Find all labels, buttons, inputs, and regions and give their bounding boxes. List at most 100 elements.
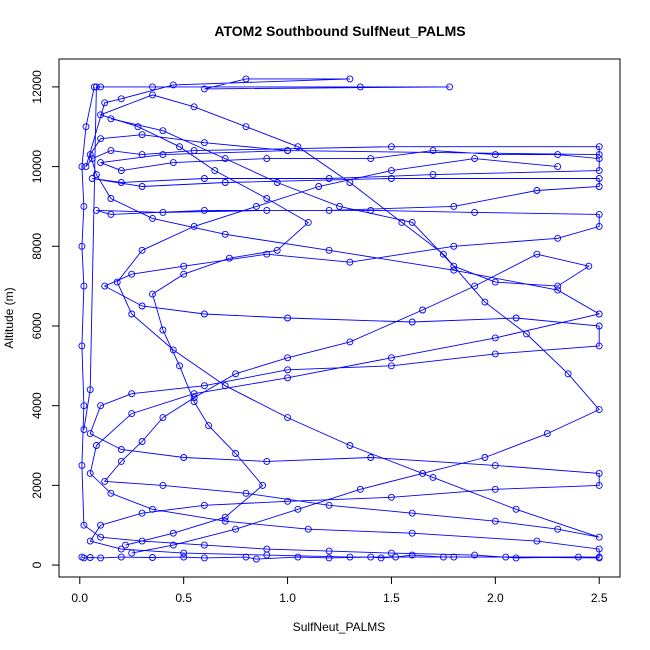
- data-point: [221, 155, 229, 163]
- data-point: [481, 454, 489, 461]
- data-point: [408, 551, 416, 559]
- data-point: [205, 422, 213, 430]
- data-point: [446, 83, 454, 91]
- data-point: [284, 497, 292, 505]
- data-point: [242, 123, 250, 131]
- y-tick-label: 12000: [30, 70, 44, 104]
- data-point: [419, 306, 427, 314]
- data-point: [107, 210, 115, 218]
- data-point: [408, 318, 416, 326]
- data-point: [117, 545, 125, 553]
- data-point: [86, 554, 94, 561]
- data-point: [595, 533, 603, 541]
- data-point: [80, 282, 88, 290]
- data-point: [450, 202, 458, 210]
- data-point: [284, 366, 292, 374]
- data-point: [80, 202, 88, 210]
- data-point: [107, 489, 115, 497]
- series-line: [103, 118, 600, 538]
- data-point: [134, 123, 142, 131]
- data-point: [128, 270, 136, 278]
- data-point: [595, 322, 603, 330]
- data-point: [252, 202, 260, 210]
- data-point: [180, 262, 188, 270]
- data-point: [491, 350, 499, 358]
- data-point: [211, 167, 219, 175]
- data-point: [138, 131, 146, 139]
- data-point: [101, 477, 109, 485]
- data-point: [149, 83, 156, 91]
- data-point: [377, 554, 385, 562]
- y-axis: 0 2000 4000 6000 8000 10000 12000: [30, 70, 59, 568]
- data-point: [138, 509, 146, 517]
- data-point: [200, 139, 208, 147]
- data-point: [346, 179, 354, 186]
- data-point: [122, 541, 129, 549]
- data-point: [117, 179, 125, 186]
- data-point: [491, 151, 499, 159]
- y-tick-label: 6000: [30, 312, 44, 339]
- data-point: [232, 450, 240, 457]
- series-line: [99, 94, 600, 554]
- data-point: [356, 83, 364, 91]
- data-point: [595, 554, 603, 562]
- data-point: [97, 111, 105, 119]
- data-point: [346, 258, 354, 266]
- data-point: [595, 151, 603, 159]
- data-point: [200, 501, 208, 509]
- data-point: [387, 549, 395, 557]
- data-point: [92, 206, 100, 214]
- data-point: [585, 262, 593, 270]
- data-point: [88, 175, 96, 182]
- series-line: [83, 78, 601, 558]
- data-point: [419, 469, 427, 477]
- data-point: [263, 457, 271, 465]
- data-point: [325, 547, 333, 555]
- data-point: [117, 553, 125, 561]
- data-point: [294, 553, 302, 561]
- data-point: [491, 278, 499, 286]
- data-point: [169, 81, 177, 89]
- data-point: [408, 218, 416, 226]
- data-point: [159, 208, 167, 216]
- data-point: [554, 525, 562, 533]
- data-point: [554, 151, 562, 159]
- data-point: [471, 551, 479, 559]
- data-point: [595, 545, 603, 553]
- data-point: [595, 481, 603, 489]
- data-point: [97, 533, 105, 541]
- data-point: [242, 75, 250, 83]
- data-point: [78, 461, 86, 469]
- data-point: [128, 390, 136, 398]
- data-point: [221, 230, 229, 238]
- y-tick-label: 10000: [30, 150, 44, 184]
- data-point: [471, 155, 479, 163]
- data-point: [169, 541, 177, 549]
- data-point: [554, 286, 562, 294]
- data-point: [78, 163, 86, 171]
- data-point: [502, 553, 510, 561]
- data-point: [429, 147, 437, 155]
- data-point: [263, 195, 271, 202]
- data-point: [86, 430, 94, 438]
- data-point: [554, 234, 562, 242]
- data-point: [138, 537, 146, 545]
- data-point: [221, 382, 229, 390]
- data-point: [190, 147, 198, 155]
- data-point: [128, 310, 136, 318]
- data-point: [159, 127, 167, 135]
- data-point: [336, 202, 343, 210]
- data-point: [284, 414, 292, 422]
- data-point: [346, 338, 354, 346]
- data-point: [138, 183, 146, 190]
- data-point: [387, 493, 395, 501]
- data-point: [101, 99, 109, 107]
- data-point: [149, 91, 156, 99]
- data-point: [439, 553, 447, 561]
- data-point: [252, 555, 260, 563]
- data-point: [533, 187, 541, 194]
- data-point: [387, 175, 395, 182]
- data-point: [180, 549, 188, 557]
- data-point: [263, 545, 271, 553]
- plot-area: [78, 75, 603, 563]
